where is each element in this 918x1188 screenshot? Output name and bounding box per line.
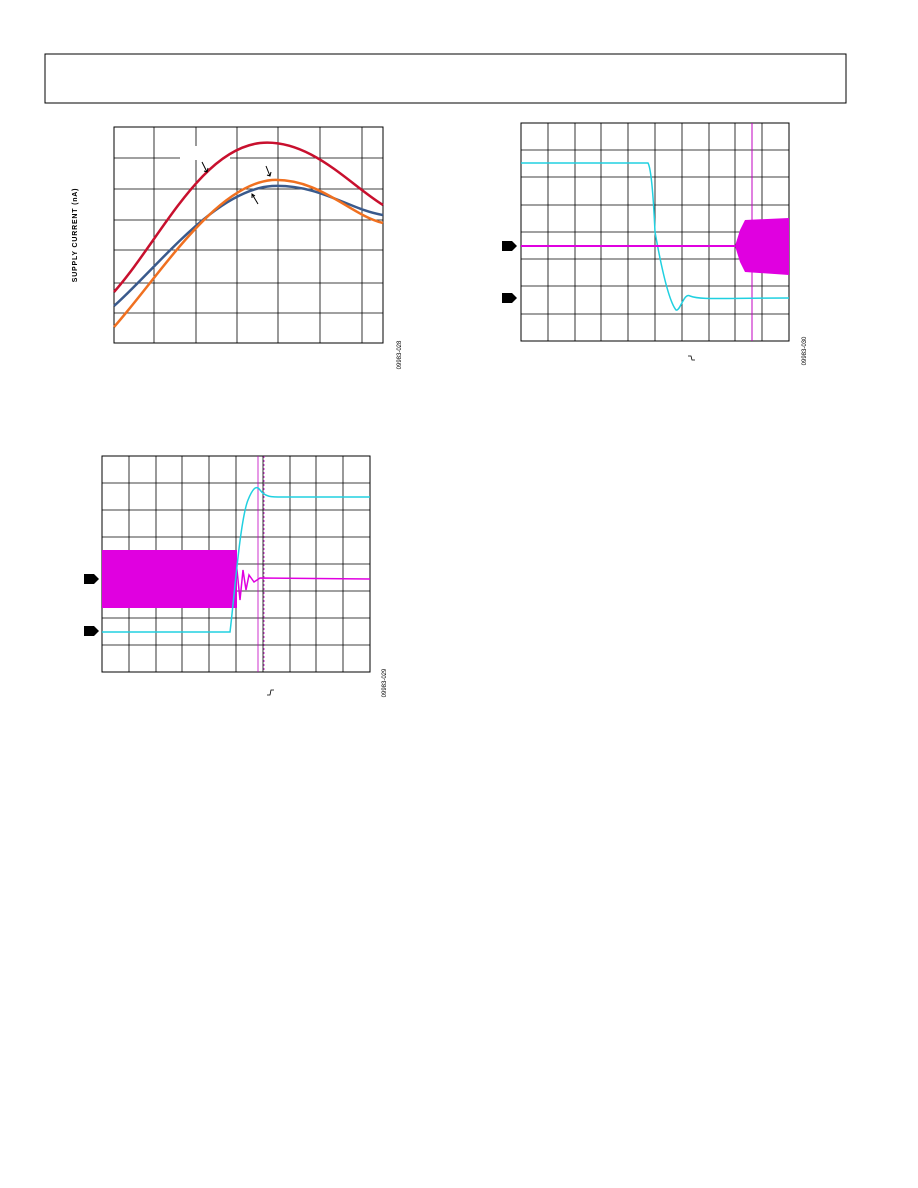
arrow <box>251 193 259 205</box>
header-box <box>44 53 847 104</box>
marker <box>84 626 99 636</box>
figure-id: 09983-029 <box>382 668 388 697</box>
trace-cyan <box>521 162 790 311</box>
noise-band <box>735 218 789 275</box>
arrow <box>201 161 209 173</box>
grid <box>521 123 789 341</box>
plot-frame <box>113 126 384 344</box>
label-gap <box>180 146 230 160</box>
curve-orange <box>113 178 384 328</box>
marker <box>84 574 99 584</box>
y-axis-label: SUPPLY CURRENT (nA) <box>72 188 79 283</box>
figure-28: SUPPLY CURRENT (nA) 09983-028 <box>72 126 403 369</box>
curve-blue <box>113 184 384 307</box>
marker <box>502 241 517 251</box>
figure-29: 09983-029 <box>84 455 388 697</box>
grid <box>114 127 383 343</box>
arrow <box>265 165 272 177</box>
noise-band <box>102 550 237 608</box>
curve-red <box>113 141 384 293</box>
figure-id: 09983-030 <box>802 336 808 365</box>
trace-magenta <box>235 559 371 601</box>
marker <box>502 293 517 303</box>
trace-cyan <box>102 486 370 633</box>
trigger-symbol <box>688 355 695 361</box>
figure-30: 09983-030 <box>502 122 808 365</box>
figure-id: 09983-028 <box>397 340 403 369</box>
trigger-symbol <box>267 689 274 696</box>
